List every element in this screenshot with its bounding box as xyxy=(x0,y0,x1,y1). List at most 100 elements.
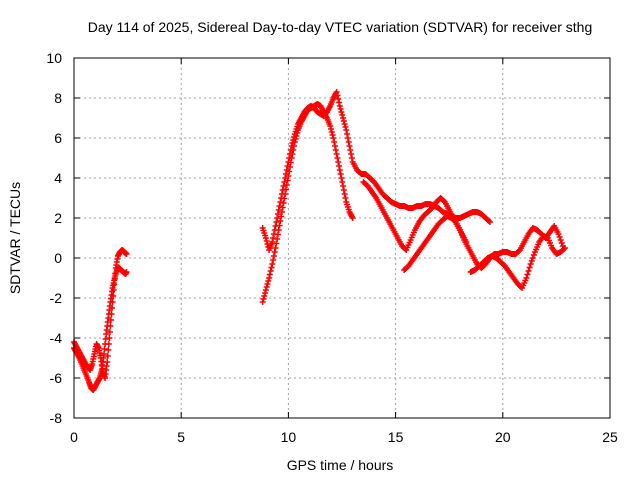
data-point xyxy=(287,164,294,170)
data-point xyxy=(339,179,346,185)
data-point xyxy=(265,278,272,284)
y-tick-label: 10 xyxy=(46,50,62,66)
data-point xyxy=(333,89,340,95)
y-tick-label: -8 xyxy=(50,410,63,426)
x-axis-label: GPS time / hours xyxy=(287,457,394,473)
data-point xyxy=(261,293,268,299)
data-point xyxy=(348,151,355,157)
data-point xyxy=(335,159,342,165)
data-point xyxy=(336,167,343,173)
data-point xyxy=(123,251,130,257)
data-point xyxy=(282,191,289,197)
data-point xyxy=(341,191,348,197)
data-point xyxy=(263,284,270,290)
data-point xyxy=(530,252,537,258)
data-point xyxy=(344,135,351,141)
data-point xyxy=(284,177,291,184)
data-point xyxy=(274,231,281,238)
data-point xyxy=(289,151,296,157)
data-point xyxy=(270,253,277,259)
data-point xyxy=(555,231,562,237)
data-point xyxy=(273,219,280,225)
data-point xyxy=(338,175,345,181)
data-point xyxy=(278,213,285,220)
data-point xyxy=(561,245,568,251)
data-point xyxy=(274,215,281,221)
data-point xyxy=(276,203,283,209)
data-point xyxy=(294,130,301,136)
data-point xyxy=(336,103,343,109)
y-tick-label: -4 xyxy=(50,330,63,346)
y-axis-label: SDTVAR / TECUs xyxy=(7,182,23,294)
data-point xyxy=(293,133,300,139)
data-point xyxy=(267,268,274,274)
data-point xyxy=(331,139,338,145)
x-tick-label: 20 xyxy=(495,429,511,445)
data-point xyxy=(269,239,276,245)
data-point xyxy=(524,271,531,278)
data-point xyxy=(105,347,112,353)
chart-title: Day 114 of 2025, Sidereal Day-to-day VTE… xyxy=(88,19,592,35)
data-point xyxy=(291,139,298,145)
y-tick-labels: -8 -6 -4 -2 0 2 4 6 8 10 xyxy=(46,50,62,426)
series-early-b xyxy=(71,265,130,393)
x-tick-label: 10 xyxy=(281,429,297,445)
y-tick-label: 2 xyxy=(54,210,62,226)
data-point xyxy=(334,155,341,161)
x-tick-labels: 0 5 10 15 20 25 xyxy=(70,429,618,445)
data-point xyxy=(556,234,563,240)
data-point xyxy=(347,147,354,153)
data-point xyxy=(106,329,113,335)
data-point xyxy=(336,163,343,169)
data-point xyxy=(526,264,533,271)
y-tick-label: 8 xyxy=(54,90,62,106)
data-point xyxy=(288,155,295,161)
data-point xyxy=(269,261,276,267)
data-point xyxy=(345,139,352,145)
plot-frame xyxy=(73,57,611,419)
data-point xyxy=(337,171,344,177)
data-point xyxy=(104,353,111,359)
data-points xyxy=(71,89,568,393)
series-tail-a xyxy=(360,179,470,253)
data-point xyxy=(277,218,284,224)
data-point xyxy=(264,281,271,287)
data-point xyxy=(346,143,353,149)
data-point xyxy=(337,106,344,112)
data-point xyxy=(286,168,293,175)
data-point xyxy=(343,127,350,133)
data-point xyxy=(266,271,273,278)
data-point xyxy=(279,204,286,211)
data-point xyxy=(338,109,345,115)
data-point xyxy=(273,240,280,247)
data-point xyxy=(339,112,346,118)
y-tick-label: 6 xyxy=(54,130,62,146)
x-tick-label: 15 xyxy=(388,429,404,445)
series-main-lower xyxy=(259,101,356,305)
data-point xyxy=(341,121,348,127)
data-point xyxy=(280,200,287,206)
data-point xyxy=(282,186,289,193)
data-point xyxy=(123,269,130,275)
data-point xyxy=(266,275,273,281)
data-point xyxy=(529,255,536,261)
data-point xyxy=(348,155,355,161)
data-point xyxy=(285,173,292,179)
data-point xyxy=(557,237,564,243)
data-point xyxy=(270,235,277,241)
data-point xyxy=(336,99,343,106)
data-point xyxy=(340,115,347,121)
x-tick-label: 25 xyxy=(602,429,618,445)
series-tail-c xyxy=(467,233,568,291)
data-point xyxy=(344,131,351,137)
data-point xyxy=(527,261,534,267)
data-point xyxy=(263,238,270,244)
data-point xyxy=(333,151,340,157)
data-point xyxy=(270,257,277,263)
data-point xyxy=(277,199,284,205)
data-point xyxy=(262,287,269,293)
data-point xyxy=(342,195,349,201)
data-point xyxy=(330,135,337,141)
data-point xyxy=(340,183,347,189)
